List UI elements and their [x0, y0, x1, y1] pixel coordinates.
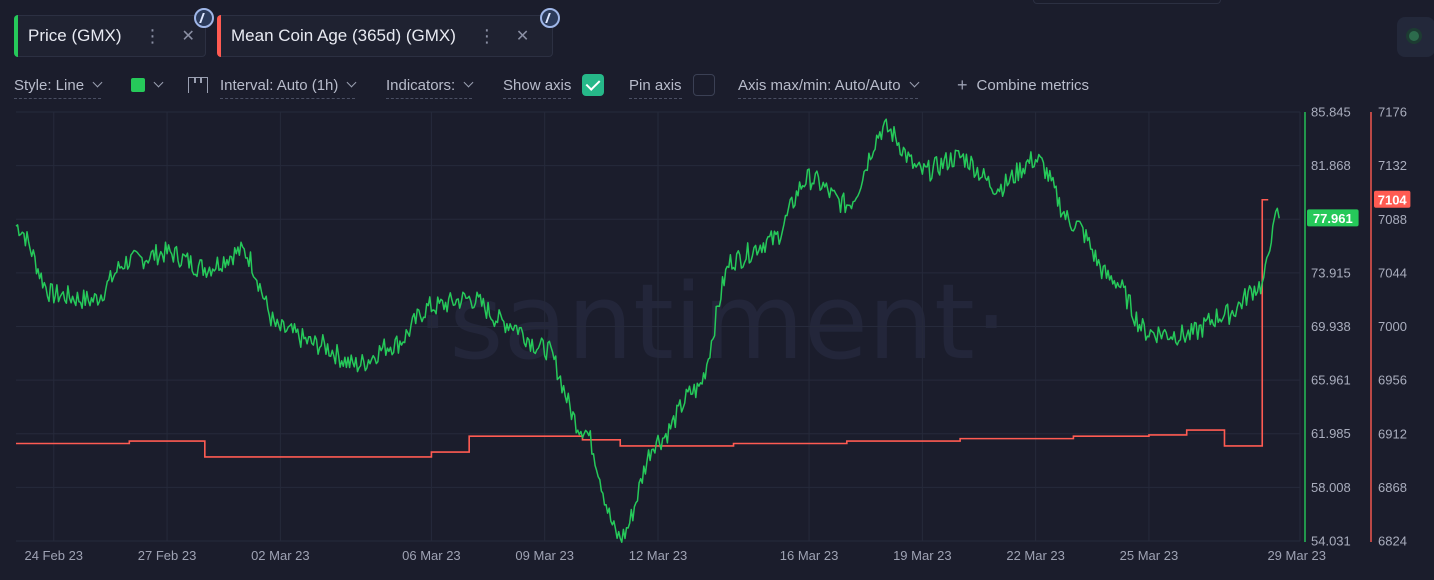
arbitrum-icon	[194, 8, 214, 28]
price-chart[interactable]: ·santiment· 24 Feb 23 27 Feb 23 02 Mar 23 0…	[0, 100, 1434, 580]
chevron-down-icon	[463, 77, 474, 88]
right-tick-label: 7176	[1378, 105, 1407, 120]
x-tick-label: 02 Mar 23	[251, 548, 310, 563]
x-tick-label: 16 Mar 23	[780, 548, 839, 563]
close-icon[interactable]: ✕	[181, 28, 195, 45]
live-status-button[interactable]	[1397, 17, 1434, 57]
show-axis-checkbox[interactable]	[582, 74, 605, 96]
tab-mean-coin-age[interactable]: Mean Coin Age (365d) (GMX) ⋮ ✕	[217, 15, 553, 57]
price-value-badge: 77.961	[1313, 211, 1353, 226]
price-line	[15, 118, 1280, 543]
show-axis-label: Show axis	[503, 76, 572, 94]
tab-price[interactable]: Price (GMX) ⋮ ✕	[14, 15, 206, 57]
x-axis: 24 Feb 23 27 Feb 23 02 Mar 23 06 Mar 23 09 M…	[24, 548, 1326, 563]
plus-icon: +	[957, 74, 968, 95]
ruler-icon	[188, 77, 208, 93]
axis-range-label: Axis max/min: Auto/Auto	[738, 76, 901, 94]
right-tick-label: 7088	[1378, 212, 1407, 227]
tab-accent	[14, 15, 18, 57]
mean-coin-age-line	[16, 198, 1269, 458]
top-search-field[interactable]	[1033, 0, 1221, 4]
color-picker[interactable]	[131, 72, 164, 98]
interval-dropdown[interactable]: Interval: Auto (1h)	[188, 72, 357, 99]
close-icon[interactable]: ✕	[515, 28, 530, 45]
right-tick-label: 6956	[1378, 373, 1407, 388]
left-tick-label: 85.845	[1311, 105, 1351, 120]
left-tick-label: 65.961	[1311, 373, 1351, 388]
mean-coin-age-value-badge-bg	[1374, 190, 1411, 208]
price-value-badge-bg	[1307, 209, 1359, 227]
left-y-axis: 85.84581.86877.89173.91569.93865.96161.9…	[1304, 105, 1351, 549]
interval-label: Interval: Auto (1h)	[220, 76, 339, 94]
watermark: ·santiment·	[416, 261, 1008, 383]
chevron-down-icon	[153, 77, 164, 88]
x-tick-label: 27 Feb 23	[138, 548, 197, 563]
left-tick-label: 58.008	[1311, 480, 1351, 495]
mean-coin-age-value-badge: 7104	[1378, 192, 1408, 207]
x-tick-label: 24 Feb 23	[24, 548, 83, 563]
vertical-dots-icon[interactable]: ⋮	[143, 26, 162, 46]
right-tick-label: 7044	[1378, 265, 1407, 280]
left-tick-label: 54.031	[1311, 534, 1351, 549]
x-tick-label: 09 Mar 23	[515, 548, 574, 563]
style-label: Style: Line	[14, 76, 85, 94]
combine-metrics-label: Combine metrics	[976, 76, 1090, 94]
right-tick-label: 6824	[1378, 534, 1407, 549]
x-tick-label: 12 Mar 23	[629, 548, 688, 563]
x-tick-label: 25 Mar 23	[1120, 548, 1179, 563]
x-tick-label: 22 Mar 23	[1006, 548, 1065, 563]
grid-lines	[16, 111, 1301, 542]
chevron-down-icon	[92, 77, 103, 88]
left-tick-label: 69.938	[1311, 319, 1351, 334]
right-tick-label: 6912	[1378, 426, 1407, 441]
value-badges: 77.961 7104	[1307, 190, 1411, 227]
tab-mean-coin-age-label: Mean Coin Age (365d) (GMX)	[231, 26, 456, 45]
chevron-down-icon	[909, 77, 920, 88]
right-tick-label: 6868	[1378, 480, 1407, 495]
left-tick-label: 81.868	[1311, 158, 1351, 173]
style-dropdown[interactable]: Style: Line	[14, 72, 103, 99]
x-tick-label: 19 Mar 23	[893, 548, 952, 563]
vertical-dots-icon[interactable]: ⋮	[477, 26, 496, 46]
right-y-axis: 7176 7132 7088 7044 7000 6956 6912 6868 6824	[1370, 105, 1407, 549]
combine-metrics-button[interactable]: + Combine metrics	[957, 72, 1089, 98]
show-axis-toggle[interactable]: Show axis	[503, 72, 605, 99]
series-lines	[15, 118, 1280, 543]
pin-axis-checkbox[interactable]	[692, 74, 715, 96]
arbitrum-icon	[540, 8, 560, 28]
right-tick-label: 7132	[1378, 158, 1407, 173]
x-tick-label: 29 Mar 23	[1267, 548, 1326, 563]
pin-axis-toggle[interactable]: Pin axis	[629, 72, 715, 99]
indicators-dropdown[interactable]: Indicators:	[386, 72, 474, 99]
left-tick-label: 61.985	[1311, 426, 1351, 441]
pin-axis-label: Pin axis	[629, 76, 682, 94]
right-tick-label: 7000	[1378, 319, 1407, 334]
axis-range-dropdown[interactable]: Axis max/min: Auto/Auto	[738, 72, 920, 99]
tab-accent	[217, 15, 221, 57]
left-tick-label: 73.915	[1311, 265, 1351, 280]
x-tick-label: 06 Mar 23	[402, 548, 461, 563]
indicators-label: Indicators:	[386, 76, 456, 94]
tab-price-label: Price (GMX)	[28, 26, 122, 45]
color-swatch	[131, 78, 145, 92]
chevron-down-icon	[346, 77, 357, 88]
live-dot-icon	[1406, 28, 1422, 44]
